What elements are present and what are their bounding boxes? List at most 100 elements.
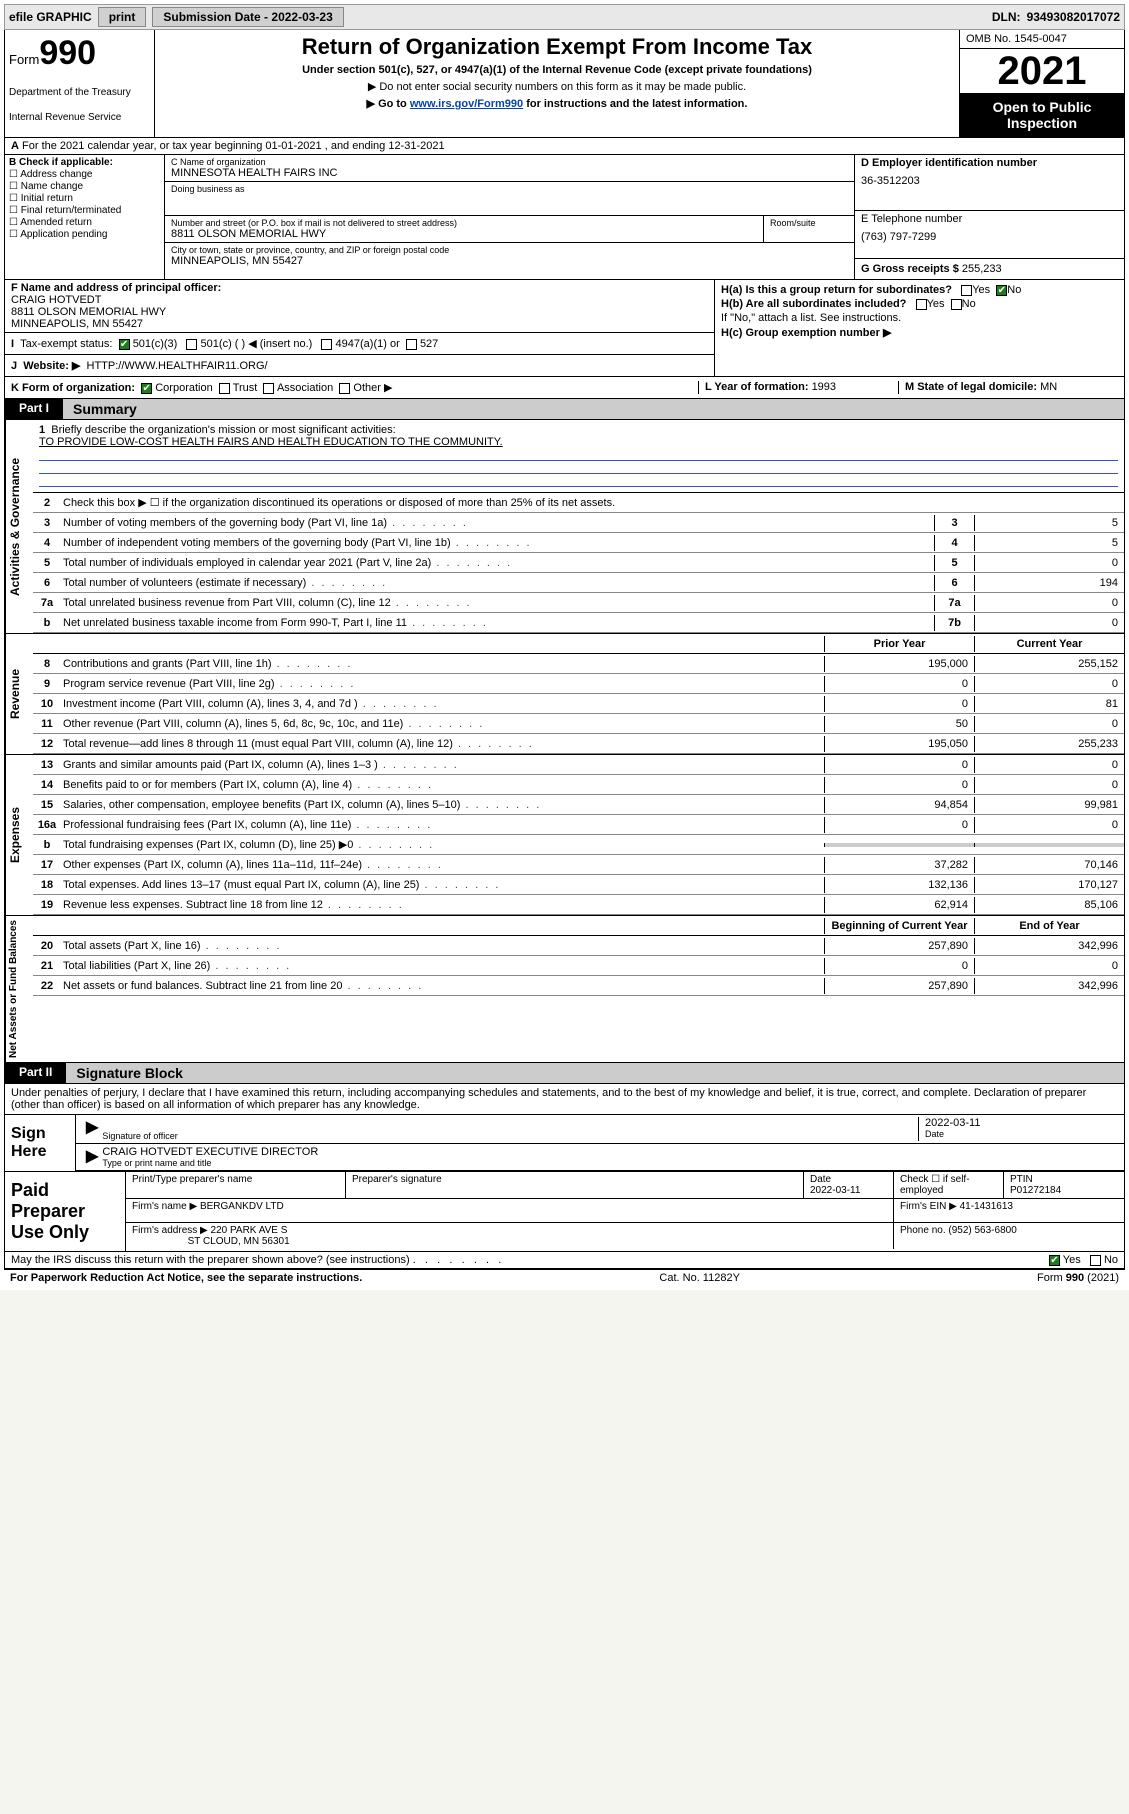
table-row: 7a Total unrelated business revenue from…: [33, 593, 1124, 613]
print-button[interactable]: print: [98, 7, 147, 27]
chk-other[interactable]: [339, 383, 350, 394]
chk-501c3[interactable]: ✔: [119, 339, 130, 350]
line-text: Program service revenue (Part VIII, line…: [61, 676, 824, 692]
sign-here-block: Sign Here ▶ Signature of officer 2022-03…: [4, 1115, 1125, 1172]
prior-value: 195,050: [824, 736, 974, 752]
chk-501c[interactable]: [186, 339, 197, 350]
table-row: 22 Net assets or fund balances. Subtract…: [33, 976, 1124, 996]
cb-application-pending[interactable]: Application pending: [9, 229, 160, 240]
line-value: 5: [974, 515, 1124, 531]
form-prefix: Form: [9, 52, 39, 67]
chk-527[interactable]: [406, 339, 417, 350]
col-b-header: B Check if applicable:: [9, 157, 160, 168]
actgov-body: 1 Briefly describe the organization's mi…: [33, 420, 1124, 633]
arrow-icon: ▶: [82, 1146, 102, 1168]
cb-name-change[interactable]: Name change: [9, 181, 160, 192]
netassets-rows: 20 Total assets (Part X, line 16) 257,89…: [33, 936, 1124, 996]
may-no: No: [1104, 1254, 1118, 1266]
mission-text: TO PROVIDE LOW-COST HEALTH FAIRS AND HEA…: [39, 436, 503, 448]
chk-ha-no[interactable]: ✔: [996, 285, 1007, 296]
may-yes: Yes: [1063, 1254, 1081, 1266]
irs-link[interactable]: www.irs.gov/Form990: [410, 98, 523, 110]
sign-body: ▶ Signature of officer 2022-03-11 Date ▶…: [75, 1115, 1124, 1171]
col-b-checkboxes: B Check if applicable: Address change Na…: [5, 155, 165, 279]
dba-box: Doing business as: [165, 182, 854, 216]
col-c-org: C Name of organization MINNESOTA HEALTH …: [165, 155, 854, 279]
paid-c3: Date 2022-03-11: [804, 1172, 894, 1198]
line-number: 18: [33, 879, 61, 891]
line-text: Net unrelated business taxable income fr…: [61, 615, 934, 631]
firm-ein-value: 41-1431613: [960, 1201, 1013, 1212]
current-value: 255,152: [974, 656, 1124, 672]
row-a-label: A: [11, 140, 19, 152]
line-number: 6: [33, 577, 61, 589]
table-row: 16a Professional fundraising fees (Part …: [33, 815, 1124, 835]
chk-hb-yes[interactable]: [916, 299, 927, 310]
cb-address-change[interactable]: Address change: [9, 169, 160, 180]
chk-hb-no[interactable]: [951, 299, 962, 310]
chk-may-no[interactable]: [1090, 1255, 1101, 1266]
dom-label: M State of legal domicile:: [905, 381, 1040, 393]
firm-addr2: ST CLOUD, MN 56301: [188, 1236, 290, 1247]
cb-amended-return[interactable]: Amended return: [9, 217, 160, 228]
prior-value: 0: [824, 696, 974, 712]
declaration-text: Under penalties of perjury, I declare th…: [4, 1084, 1125, 1115]
current-value: 255,233: [974, 736, 1124, 752]
line-box: 7a: [934, 595, 974, 611]
opt-501c3: 501(c)(3): [133, 338, 178, 350]
may-q-text: May the IRS discuss this return with the…: [11, 1254, 410, 1266]
footer-left: For Paperwork Reduction Act Notice, see …: [10, 1272, 362, 1284]
website-label: Website: ▶: [23, 360, 80, 372]
table-row: 13 Grants and similar amounts paid (Part…: [33, 755, 1124, 775]
chk-corp[interactable]: ✔: [141, 383, 152, 394]
paid-c5: PTIN P01272184: [1004, 1172, 1124, 1198]
netassets-header-row: Beginning of Current Year End of Year: [33, 916, 1124, 936]
table-row: b Net unrelated business taxable income …: [33, 613, 1124, 633]
cb-initial-return[interactable]: Initial return: [9, 193, 160, 204]
hdr-end: End of Year: [974, 918, 1124, 934]
prior-value: 62,914: [824, 897, 974, 913]
hb-no: No: [962, 298, 976, 310]
line-number: 20: [33, 940, 61, 952]
table-row: b Total fundraising expenses (Part IX, c…: [33, 835, 1124, 855]
submission-date-button[interactable]: Submission Date - 2022-03-23: [152, 7, 343, 27]
current-value: 70,146: [974, 857, 1124, 873]
dln-value: 93493082017072: [1027, 10, 1120, 24]
revenue-body: Prior Year Current Year 8 Contributions …: [33, 634, 1124, 754]
chk-may-yes[interactable]: ✔: [1049, 1255, 1060, 1266]
chk-trust[interactable]: [219, 383, 230, 394]
line-number: 7a: [33, 597, 61, 609]
row-k-label: K Form of organization:: [11, 382, 135, 394]
gross-value: 255,233: [962, 263, 1002, 275]
open-public-inspection: Open to Public Inspection: [960, 93, 1124, 137]
sig-officer-label: Signature of officer: [102, 1131, 918, 1141]
prior-value: 50: [824, 716, 974, 732]
chk-assoc[interactable]: [263, 383, 274, 394]
dln-label: DLN:: [992, 10, 1021, 24]
chk-ha-yes[interactable]: [961, 285, 972, 296]
hdr-prior-year: Prior Year: [824, 636, 974, 652]
col-d-contact: D Employer identification number 36-3512…: [854, 155, 1124, 279]
table-row: 5 Total number of individuals employed i…: [33, 553, 1124, 573]
h-c-label: H(c) Group exemption number ▶: [721, 327, 891, 339]
org-name-label: C Name of organization: [171, 157, 848, 167]
chk-4947[interactable]: [321, 339, 332, 350]
sig-date-cell: 2022-03-11 Date: [918, 1117, 1118, 1141]
ein-label: D Employer identification number: [861, 157, 1118, 169]
sig-officer-cell: Signature of officer: [102, 1117, 918, 1141]
paid-row-1: Print/Type preparer's name Preparer's si…: [126, 1172, 1124, 1199]
line-box: 4: [934, 535, 974, 551]
line-text: Salaries, other compensation, employee b…: [61, 797, 824, 813]
h-c: H(c) Group exemption number ▶: [721, 326, 1118, 339]
table-row: 4 Number of independent voting members o…: [33, 533, 1124, 553]
block-bcd: B Check if applicable: Address change Na…: [4, 155, 1125, 280]
h-b-note: If "No," attach a list. See instructions…: [721, 312, 1118, 324]
tax-year: 2021: [960, 49, 1124, 93]
prior-value: 0: [824, 676, 974, 692]
line-value: 5: [974, 535, 1124, 551]
line-value: 0: [974, 555, 1124, 571]
line-box: 5: [934, 555, 974, 571]
line-number: 15: [33, 799, 61, 811]
sect-activities-governance: Activities & Governance 1 Briefly descri…: [4, 420, 1125, 634]
cb-final-return[interactable]: Final return/terminated: [9, 205, 160, 216]
